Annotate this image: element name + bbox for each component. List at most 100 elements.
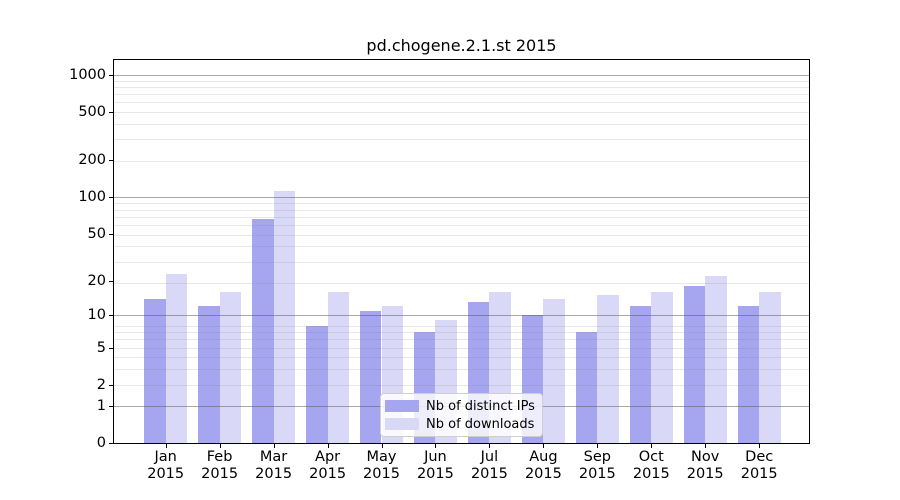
x-tick-label: Nov 2015 (686, 449, 724, 482)
x-tick-mark (273, 444, 275, 448)
bar-distinct-ips (737, 306, 760, 443)
x-tick-label: Jan 2015 (147, 449, 185, 482)
gridline-minor (114, 139, 809, 141)
bar-distinct-ips (629, 306, 652, 443)
bar-downloads (273, 191, 296, 443)
y-tick-mark (109, 160, 113, 162)
gridline-minor (114, 93, 809, 95)
gridline-minor (114, 111, 809, 113)
x-tick-mark (435, 444, 437, 448)
bar-distinct-ips (198, 306, 220, 443)
bar-distinct-ips (144, 298, 166, 443)
y-tick-mark (109, 315, 113, 317)
gridline-major (114, 197, 809, 199)
legend-swatch-distinct-ips (385, 400, 419, 412)
x-tick-label: Mar 2015 (255, 449, 293, 482)
x-tick-mark (759, 444, 761, 448)
legend-label-distinct-ips: Nb of distinct IPs (426, 398, 535, 414)
gridline-minor (114, 246, 809, 248)
x-tick-mark (381, 444, 383, 448)
bar-downloads (327, 292, 350, 443)
bar-downloads (543, 298, 565, 443)
y-tick-label: 500 (78, 103, 106, 120)
gridline-minor (114, 216, 809, 218)
bar-downloads (705, 275, 727, 443)
legend-label-downloads: Nb of downloads (426, 416, 535, 432)
y-tick-label: 10 (87, 307, 106, 324)
y-tick-mark (109, 197, 113, 199)
gridline-minor (114, 160, 809, 162)
y-tick-mark (109, 406, 113, 408)
x-tick-label: May 2015 (363, 449, 400, 482)
x-tick-mark (165, 444, 167, 448)
bar-downloads (165, 273, 188, 443)
gridline-minor (114, 261, 809, 263)
y-tick-mark (109, 443, 113, 444)
x-tick-label: Aug 2015 (524, 449, 562, 482)
x-tick-label: Oct 2015 (632, 449, 670, 482)
y-tick-label: 200 (78, 152, 106, 169)
y-tick-label: 1000 (69, 66, 106, 83)
gridline-minor (114, 234, 809, 236)
gridline-minor (114, 123, 809, 125)
bar-downloads (759, 292, 781, 443)
gridline-minor (114, 369, 809, 371)
y-tick-mark (109, 74, 113, 76)
gridline-major (114, 315, 809, 317)
y-tick-label: 20 (87, 272, 106, 289)
legend-item: Nb of distinct IPs (385, 399, 536, 414)
gridline-minor (114, 203, 809, 205)
gridline-minor (114, 357, 809, 359)
y-tick-label: 100 (78, 189, 106, 206)
y-tick-mark (109, 384, 113, 386)
x-tick-mark (651, 444, 653, 448)
y-tick-mark (109, 233, 113, 235)
gridline-minor (114, 224, 809, 226)
legend: Nb of distinct IPs Nb of downloads (380, 393, 543, 437)
bar-distinct-ips (306, 325, 328, 443)
x-tick-label: Jun 2015 (416, 449, 454, 482)
legend-swatch-downloads (385, 418, 419, 430)
chart-title: pd.chogene.2.1.st 2015 (366, 36, 557, 55)
gridline-minor (114, 283, 809, 285)
gridline-minor (114, 209, 809, 211)
gridline-minor (114, 339, 809, 341)
x-tick-mark (219, 444, 221, 448)
x-tick-label: Feb 2015 (201, 449, 239, 482)
y-tick-label: 1 (96, 398, 106, 415)
gridline-minor (114, 325, 809, 327)
bar-distinct-ips (575, 332, 598, 443)
gridline-major (114, 74, 809, 76)
y-tick-label: 0 (96, 435, 106, 451)
plot-area (113, 59, 810, 444)
bar-distinct-ips (359, 310, 382, 443)
x-tick-mark (543, 444, 545, 448)
gridline-minor (114, 384, 809, 386)
gridline-minor (114, 80, 809, 82)
x-tick-mark (597, 444, 599, 448)
y-tick-mark (109, 111, 113, 113)
x-tick-label: Jul 2015 (470, 449, 508, 482)
legend-item: Nb of downloads (385, 417, 536, 432)
gridline-minor (114, 102, 809, 104)
x-tick-label: Dec 2015 (740, 449, 778, 482)
y-tick-label: 50 (87, 225, 106, 242)
x-tick-mark (489, 444, 491, 448)
x-tick-label: Sep 2015 (578, 449, 616, 482)
x-tick-label: Apr 2015 (309, 449, 347, 482)
gridline-minor (114, 347, 809, 349)
x-tick-mark (705, 444, 707, 448)
y-tick-label: 5 (96, 339, 106, 356)
gridline-minor (114, 86, 809, 88)
bar-distinct-ips (252, 218, 274, 443)
y-tick-mark (109, 280, 113, 282)
bar-distinct-ips (683, 286, 706, 443)
y-tick-mark (109, 347, 113, 349)
bar-downloads (597, 295, 619, 443)
gridline-minor (114, 332, 809, 334)
x-tick-mark (327, 444, 329, 448)
bar-downloads (651, 292, 673, 443)
y-tick-label: 2 (96, 376, 106, 393)
bar-downloads (219, 292, 242, 443)
